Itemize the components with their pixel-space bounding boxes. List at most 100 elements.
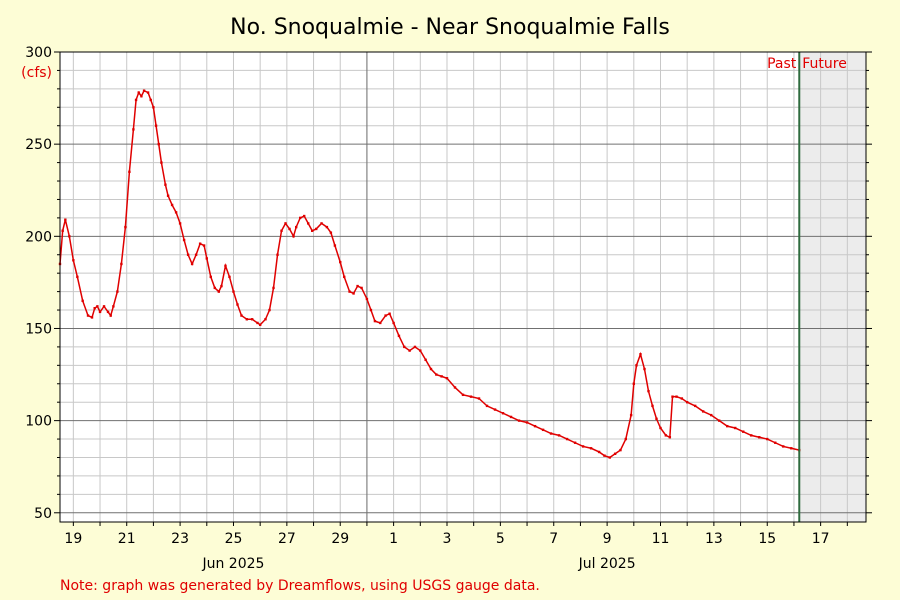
data-point bbox=[186, 253, 190, 256]
data-point bbox=[680, 397, 684, 400]
data-point bbox=[710, 413, 713, 417]
data-point bbox=[132, 128, 135, 131]
plot-frame bbox=[59, 51, 867, 523]
data-point bbox=[493, 408, 497, 411]
data-point bbox=[307, 222, 310, 225]
data-point bbox=[64, 218, 67, 221]
x-tick-label: 3 bbox=[443, 531, 452, 547]
data-point bbox=[373, 319, 377, 323]
data-point bbox=[205, 257, 208, 260]
data-point bbox=[120, 262, 123, 266]
data-point bbox=[61, 229, 64, 232]
data-point bbox=[453, 386, 457, 389]
data-point bbox=[461, 393, 465, 397]
data-point bbox=[365, 297, 369, 301]
data-point bbox=[76, 275, 79, 279]
data-point bbox=[356, 284, 359, 288]
data-point bbox=[166, 194, 170, 197]
footer-note: Note: graph was generated by Dreamflows,… bbox=[60, 578, 540, 594]
y-tick-label: 100 bbox=[25, 414, 52, 430]
x-tick-label: 1 bbox=[389, 531, 398, 547]
x-tick-label: 27 bbox=[278, 531, 296, 547]
data-point bbox=[774, 441, 777, 444]
data-point bbox=[149, 98, 152, 102]
data-point bbox=[525, 421, 529, 424]
data-point bbox=[639, 353, 642, 356]
data-point bbox=[352, 292, 355, 295]
data-point bbox=[315, 227, 318, 231]
data-point bbox=[647, 389, 650, 393]
data-point bbox=[445, 377, 449, 380]
data-point bbox=[164, 183, 167, 186]
data-point bbox=[292, 235, 295, 238]
future-label: Future bbox=[802, 56, 847, 72]
data-point bbox=[469, 395, 473, 398]
data-point bbox=[343, 275, 346, 279]
data-point bbox=[116, 290, 119, 293]
series-layer bbox=[58, 89, 801, 459]
data-point bbox=[209, 275, 212, 279]
data-point bbox=[232, 290, 235, 293]
data-point bbox=[154, 124, 158, 127]
y-tick-label: 50 bbox=[34, 506, 52, 522]
future-region bbox=[799, 52, 866, 522]
data-point bbox=[742, 430, 745, 433]
data-point bbox=[320, 222, 323, 225]
data-point bbox=[220, 284, 223, 288]
data-point bbox=[541, 428, 545, 432]
data-point bbox=[228, 275, 231, 279]
data-point bbox=[388, 312, 391, 315]
x-tick-label: 9 bbox=[603, 531, 612, 547]
y-axis: 50 100 150 200 250 300 bbox=[25, 45, 872, 522]
data-point bbox=[93, 306, 96, 310]
y-tick-label: 300 bbox=[25, 45, 52, 61]
data-point bbox=[675, 395, 678, 398]
data-point bbox=[651, 404, 654, 408]
data-point bbox=[194, 253, 198, 256]
data-point bbox=[102, 305, 106, 308]
data-point bbox=[664, 434, 668, 437]
data-point bbox=[360, 286, 363, 290]
data-point bbox=[142, 89, 146, 92]
data-point bbox=[268, 308, 271, 312]
data-point bbox=[573, 441, 577, 444]
data-point bbox=[329, 231, 333, 234]
data-point bbox=[264, 318, 267, 321]
data-point bbox=[413, 345, 417, 349]
data-point bbox=[408, 349, 411, 352]
data-point bbox=[782, 445, 785, 448]
data-point bbox=[485, 404, 489, 408]
data-point bbox=[134, 98, 138, 102]
x-tick-label: 15 bbox=[758, 531, 776, 547]
data-point bbox=[369, 308, 373, 312]
data-point bbox=[250, 318, 254, 321]
data-point bbox=[160, 161, 163, 164]
major-grid bbox=[60, 143, 866, 514]
data-point bbox=[190, 262, 194, 266]
data-point bbox=[643, 367, 646, 371]
data-point bbox=[790, 447, 793, 450]
y-tick-label: 250 bbox=[25, 137, 52, 153]
data-point bbox=[98, 310, 102, 314]
data-point bbox=[629, 413, 633, 417]
data-point bbox=[157, 142, 160, 146]
data-point bbox=[86, 314, 90, 317]
data-point bbox=[693, 404, 697, 408]
data-point bbox=[311, 229, 314, 232]
data-point bbox=[68, 235, 71, 238]
data-point bbox=[90, 316, 94, 319]
data-point bbox=[294, 225, 298, 229]
data-point bbox=[81, 299, 84, 303]
data-point bbox=[624, 437, 628, 441]
x-tick-label: 23 bbox=[171, 531, 189, 547]
data-point bbox=[258, 323, 262, 326]
data-point bbox=[597, 450, 601, 454]
y-axis-unit: (cfs) bbox=[21, 65, 52, 81]
data-point bbox=[240, 314, 243, 317]
data-point bbox=[533, 424, 537, 428]
data-point bbox=[619, 448, 622, 452]
data-point bbox=[106, 310, 110, 314]
data-point bbox=[659, 426, 662, 430]
data-point bbox=[333, 244, 337, 247]
